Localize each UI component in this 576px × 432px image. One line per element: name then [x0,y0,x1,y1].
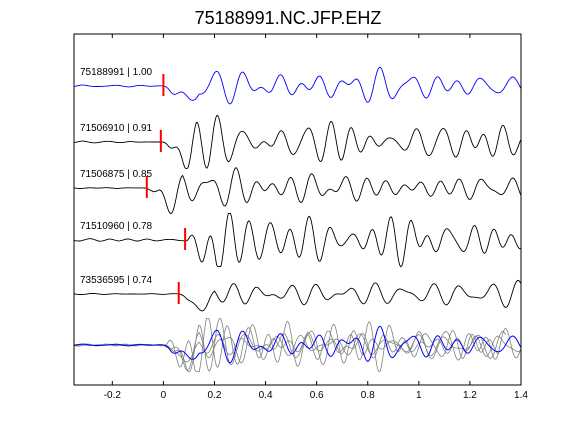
trace-labels-layer: 75188991 | 1.00 71506910 | 0.91 71506875 |… [80,67,153,286]
chart-title: 75188991.NC.JFP.EHZ [194,8,382,28]
overlay-trace-71510960 [74,318,500,373]
trace-71510960 [73,212,522,268]
trace-73536595 [73,279,522,312]
trace-75188991 [73,66,522,105]
trace-71506910 [73,114,522,170]
x-tick-label: 0.2 [208,390,222,401]
trace-label-75188991: 75188991 | 1.00 [80,67,153,78]
x-tick-label: 0.6 [310,390,324,401]
overlay-trace-reference [74,325,521,364]
trace-label-73536595: 73536595 | 0.74 [80,275,153,286]
overlay-trace-71506875 [90,324,521,372]
axes-layer: -0.2 0 0.2 0.4 0.6 0.8 1 1.2 1.4 [73,33,528,401]
x-tick-label: 1 [416,390,422,401]
x-tick-label: 1.4 [514,390,528,401]
x-tick-label: 0 [161,390,167,401]
x-tick-label: 1.2 [463,390,477,401]
x-tick-label: 0.4 [259,390,273,401]
x-tick-label: -0.2 [104,390,122,401]
x-tick-label: 0.8 [361,390,375,401]
trace-label-71506875: 71506875 | 0.85 [80,169,153,180]
plot-frame [73,33,522,386]
trace-label-71510960: 71510960 | 0.78 [80,221,153,232]
trace-label-71506910: 71506910 | 0.91 [80,123,153,134]
traces-layer [73,66,522,373]
overlay-trace-73536595 [74,330,507,363]
pick-markers-layer [145,74,187,304]
trace-71506875 [73,167,522,215]
